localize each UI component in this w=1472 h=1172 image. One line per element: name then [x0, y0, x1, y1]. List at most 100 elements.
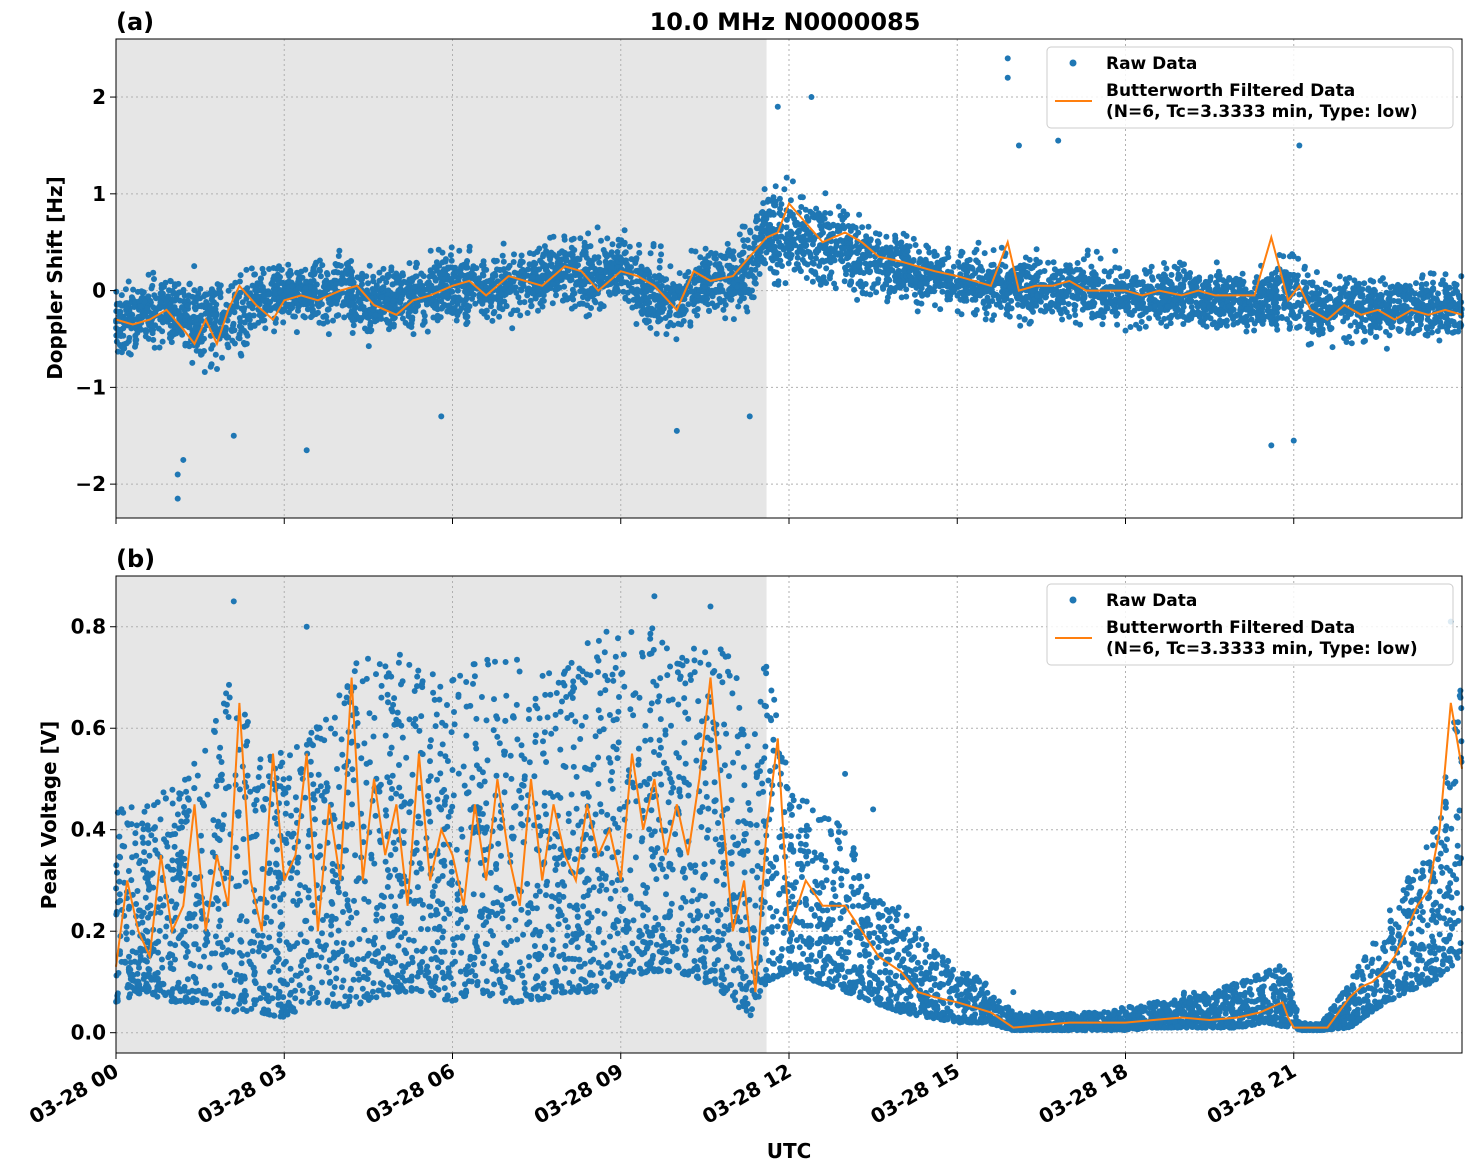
raw-point	[1273, 322, 1280, 328]
raw-point	[398, 281, 405, 288]
raw-point	[719, 288, 726, 295]
raw-point	[1135, 280, 1142, 287]
raw-point	[1383, 301, 1390, 308]
raw-point	[161, 283, 167, 290]
raw-point	[791, 266, 798, 273]
raw-point	[1290, 271, 1297, 278]
raw-point	[568, 305, 575, 312]
raw-point	[1336, 273, 1343, 280]
raw-point	[1347, 322, 1354, 329]
raw-point	[320, 320, 327, 327]
raw-point	[675, 312, 682, 319]
raw-point	[1037, 298, 1044, 305]
raw-point	[737, 290, 744, 296]
raw-point	[1029, 288, 1036, 295]
raw-point	[907, 277, 914, 284]
raw-point	[744, 308, 751, 315]
raw-point	[984, 294, 991, 301]
raw-point	[1007, 276, 1014, 283]
raw-point	[1097, 293, 1104, 300]
raw-point	[214, 366, 220, 372]
raw-point	[338, 270, 345, 277]
raw-point	[155, 325, 162, 332]
raw-point	[292, 313, 298, 320]
raw-point	[739, 223, 746, 230]
raw-point	[883, 281, 890, 288]
raw-point	[1056, 296, 1063, 303]
raw-point	[534, 248, 541, 255]
raw-point	[484, 314, 491, 321]
raw-point	[865, 223, 872, 230]
raw-point	[116, 312, 123, 319]
raw-point	[874, 238, 881, 245]
raw-point	[431, 264, 438, 271]
raw-point	[753, 218, 759, 225]
raw-point	[1291, 302, 1298, 309]
raw-point	[1423, 287, 1430, 294]
raw-point	[1149, 285, 1155, 292]
raw-point	[1180, 304, 1187, 310]
raw-point	[1223, 284, 1230, 291]
raw-point	[874, 279, 881, 286]
raw-point	[1367, 298, 1374, 305]
raw-point	[1418, 281, 1425, 288]
raw-point	[1148, 263, 1155, 270]
raw-point	[804, 248, 811, 255]
raw-point	[1322, 280, 1329, 287]
raw-point	[958, 248, 965, 255]
raw-point	[447, 308, 454, 315]
raw-point	[592, 299, 599, 306]
raw-point	[243, 266, 250, 273]
raw-point	[476, 298, 483, 304]
raw-point	[1243, 328, 1250, 335]
raw-point	[884, 294, 891, 301]
raw-point	[499, 252, 506, 259]
raw-point	[603, 253, 610, 260]
raw-point	[1248, 316, 1255, 323]
raw-point	[1122, 327, 1129, 334]
raw-point	[471, 276, 478, 283]
raw-point	[380, 265, 387, 272]
raw-point	[210, 311, 217, 318]
raw-point	[1360, 324, 1367, 331]
raw-point	[833, 243, 840, 250]
raw-point	[345, 262, 351, 269]
raw-point	[725, 249, 731, 256]
raw-point	[132, 343, 138, 350]
raw-point	[325, 331, 332, 338]
raw-point	[803, 275, 810, 281]
raw-point	[456, 247, 463, 254]
raw-point	[463, 260, 470, 267]
raw-point	[305, 290, 312, 297]
raw-point	[746, 290, 753, 297]
raw-point	[975, 239, 982, 246]
raw-point	[1063, 309, 1070, 316]
raw-point	[1166, 280, 1173, 287]
raw-point	[735, 303, 742, 310]
raw-point	[349, 268, 355, 275]
raw-point	[697, 254, 704, 261]
raw-point	[625, 282, 632, 289]
raw-point	[914, 308, 921, 315]
raw-point	[1160, 271, 1167, 278]
raw-point	[181, 292, 188, 299]
raw-point	[1157, 305, 1164, 312]
raw-point	[795, 234, 802, 241]
raw-point	[1425, 293, 1431, 300]
raw-point	[712, 261, 719, 268]
raw-point	[1146, 315, 1153, 322]
raw-point	[939, 261, 946, 268]
raw-point	[125, 278, 132, 285]
raw-point	[604, 235, 611, 242]
raw-point	[1086, 275, 1093, 282]
raw-point	[365, 280, 371, 287]
raw-point	[1405, 294, 1412, 301]
raw-point	[616, 274, 623, 281]
raw-point	[1362, 317, 1369, 323]
raw-point	[126, 334, 133, 341]
raw-point	[621, 227, 628, 234]
raw-point	[737, 298, 743, 304]
raw-point	[149, 282, 156, 289]
raw-point	[747, 229, 754, 236]
